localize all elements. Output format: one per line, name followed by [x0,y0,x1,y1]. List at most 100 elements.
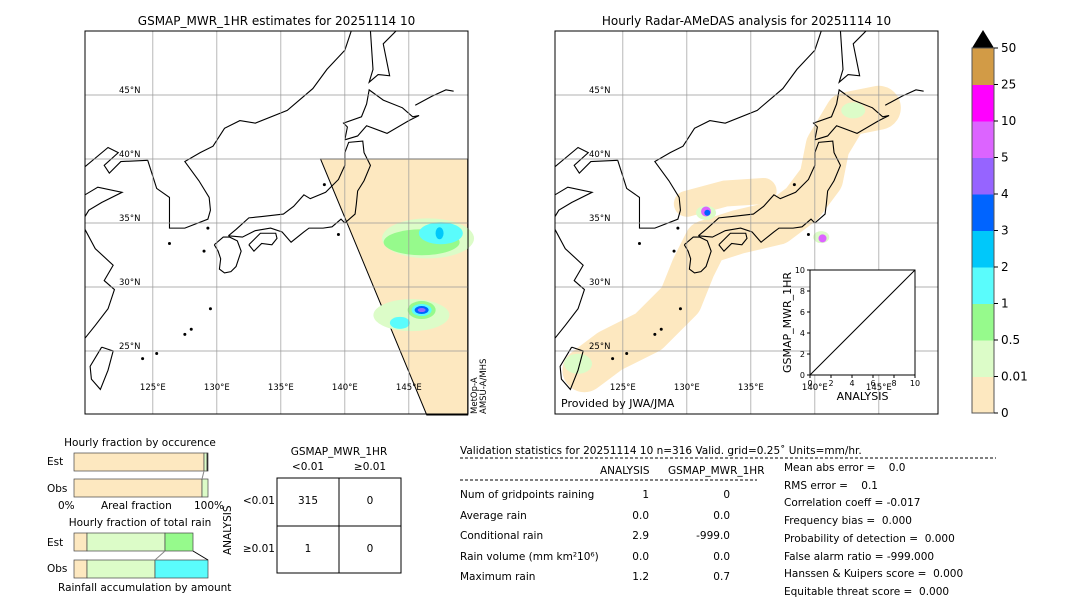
table-row-1: ≥0.01 [242,543,275,555]
stats-col-analysis: ANALYSIS [600,465,650,477]
island [678,307,682,311]
stat-gsmap: 0.0 [713,509,730,522]
coastline [555,186,594,217]
colorbar-segment [972,340,994,377]
coastline [683,236,712,274]
rain-obs-bar [86,559,156,579]
coastline [342,88,420,141]
colorbar-segment [972,157,994,195]
rain-area-light [841,102,866,119]
scatter-xtick-label: 10 [910,379,920,388]
island [155,352,159,356]
scatter-ylabel: GSMAP_MWR_1HR [781,271,794,374]
stat-analysis: 0.0 [632,509,649,522]
lon-tick-label: 140°E [802,383,828,393]
stat-label: Num of gridpoints raining [460,489,595,501]
colorbar-tick-label: 3 [1001,224,1009,238]
island [189,327,193,331]
lat-tick-label: 30°N [119,278,140,288]
lat-tick-label: 35°N [119,214,140,224]
rain-fraction-title: Hourly fraction of total rain [68,517,212,529]
island [653,332,657,336]
lat-tick-label: 25°N [119,342,140,352]
coastline [213,236,242,274]
rain-area-purple [417,308,426,313]
coastline [414,89,454,106]
lat-tick-label: 40°N [589,150,610,160]
coastline [248,232,278,252]
left-map-title: GSMAP_MWR_1HR estimates for 20251114 10 [137,14,416,28]
island [141,357,145,361]
island [637,241,641,245]
rain-obs-bar [73,559,88,579]
rain-area-magenta [818,234,827,243]
occurrence-title: Hourly fraction by occurence [64,437,216,449]
coastline [555,146,618,174]
colorbar-segment [972,121,994,158]
coastline [85,146,148,174]
lat-tick-label: 25°N [589,342,610,352]
scatter-ytick-label: 10 [795,266,805,275]
stat-gsmap: -999.0 [696,530,730,542]
cell-1-0: 1 [304,543,312,555]
rain-area-light [564,353,593,374]
scatter-xtick-label: 2 [828,379,833,388]
lon-tick-label: 130°E [204,383,230,393]
lat-tick-label: 30°N [589,278,610,288]
island [208,307,212,311]
map-frame [84,30,469,415]
lon-tick-label: 135°E [268,383,294,393]
lat-tick-label: 45°N [119,86,140,96]
coastline [838,31,867,84]
cell-0-1: 0 [366,495,374,507]
stat-analysis: 1 [642,489,649,501]
scatter-xtick-label: 4 [849,379,854,388]
coastline [368,31,397,84]
coastline [85,229,116,339]
lon-tick-label: 130°E [674,383,700,393]
occ-x0: 0% [58,500,75,512]
colorbar-tick-label: 1 [1001,297,1009,311]
credit-label: Provided by JWA/JMA [561,397,675,410]
score-line: Hanssen & Kuipers score = 0.000 [784,568,964,581]
lat-tick-label: 35°N [589,214,610,224]
stat-analysis: 1.2 [632,571,649,583]
rain-obs-bar [154,559,209,579]
score-line: RMS error = 0.1 [784,479,878,492]
analysis-coverage [562,85,901,393]
coastline [718,232,748,252]
coastline [812,88,890,141]
scatter-xtick-label: 0 [807,379,812,388]
rain-area-blue [435,227,444,240]
rain-est-label: Est [47,537,64,549]
connector [192,550,209,561]
colorbar-tick-label: 4 [1001,187,1009,201]
occ-est-label: Est [47,456,64,468]
coastline [85,186,124,217]
colorbar-segment [972,376,994,414]
stats-col-gsmap: GSMAP_MWR_1HR [668,465,765,477]
score-line: Frequency bias = 0.000 [784,515,912,528]
rain-area-cyan [389,316,410,329]
coastline [555,229,586,339]
stat-label: Average rain [460,509,527,522]
lon-tick-label: 135°E [738,383,764,393]
colorbar-segment [972,230,994,268]
score-line: Equitable threat score = 0.000 [784,585,950,598]
island [625,352,629,356]
rain-obs-label: Obs [47,563,68,575]
lat-tick-label: 45°N [589,86,610,96]
island [806,233,810,237]
island [336,233,340,237]
scatter-xtick-label: 8 [891,379,896,388]
lon-tick-label: 140°E [332,383,358,393]
rain-est-bar [86,532,166,552]
island [676,226,680,230]
connector [154,550,166,561]
island [206,226,210,230]
colorbar-segment [972,303,994,341]
lon-tick-label: 145°E [866,383,892,393]
stat-label: Conditional rain [460,530,544,542]
table-row-label: ANALYSIS [222,505,234,555]
